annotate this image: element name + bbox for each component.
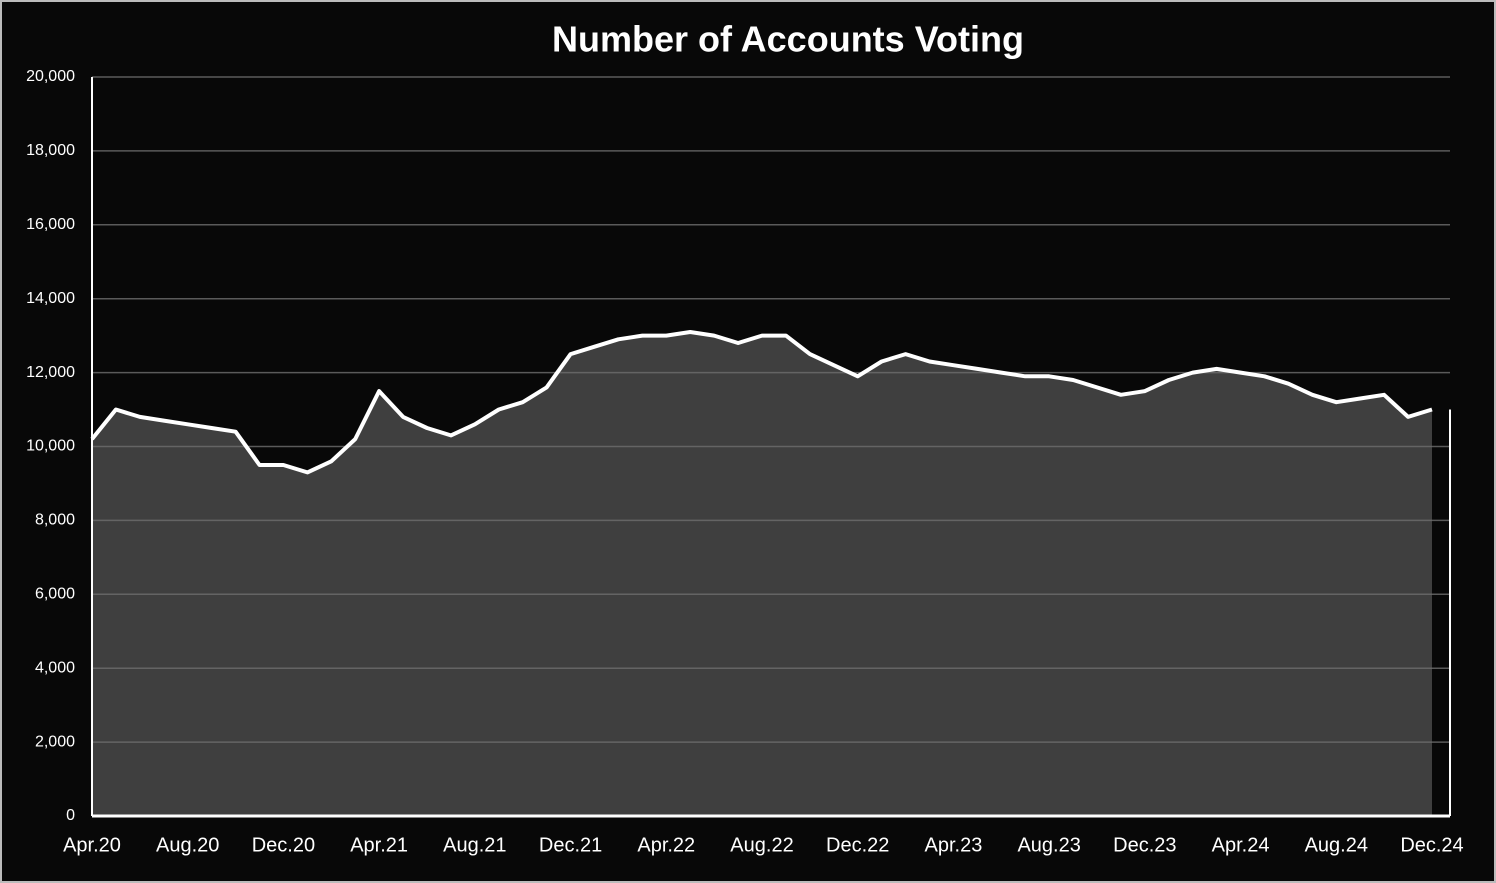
x-tick-label: Aug.24 [1305, 834, 1368, 856]
y-tick-label: 2,000 [35, 733, 75, 750]
x-tick-label: Apr.23 [925, 834, 983, 856]
y-tick-label: 12,000 [26, 364, 75, 381]
y-tick-label: 18,000 [26, 142, 75, 159]
x-tick-label: Dec.22 [826, 834, 889, 856]
y-tick-label: 0 [66, 807, 75, 824]
x-tick-label: Aug.22 [730, 834, 793, 856]
x-tick-label: Dec.23 [1113, 834, 1176, 856]
y-tick-label: 14,000 [26, 290, 75, 307]
x-tick-label: Aug.23 [1017, 834, 1080, 856]
x-tick-label: Dec.21 [539, 834, 602, 856]
y-tick-label: 16,000 [26, 216, 75, 233]
x-tick-label: Dec.24 [1400, 834, 1463, 856]
x-tick-label: Apr.24 [1212, 834, 1270, 856]
x-tick-label: Apr.22 [637, 834, 695, 856]
x-tick-label: Apr.21 [350, 834, 408, 856]
y-tick-label: 4,000 [35, 659, 75, 676]
y-tick-label: 8,000 [35, 512, 75, 529]
y-tick-label: 20,000 [26, 68, 75, 85]
x-tick-label: Aug.21 [443, 834, 506, 856]
area [92, 332, 1432, 816]
x-tick-label: Apr.20 [63, 834, 121, 856]
y-tick-label: 10,000 [26, 438, 75, 455]
line [90, 330, 1433, 475]
chart-title: Number of Accounts Voting [552, 19, 1024, 60]
y-tick-label: 6,000 [35, 586, 75, 603]
x-tick-label: Aug.20 [156, 834, 219, 856]
x-tick-label: Dec.20 [252, 834, 315, 856]
